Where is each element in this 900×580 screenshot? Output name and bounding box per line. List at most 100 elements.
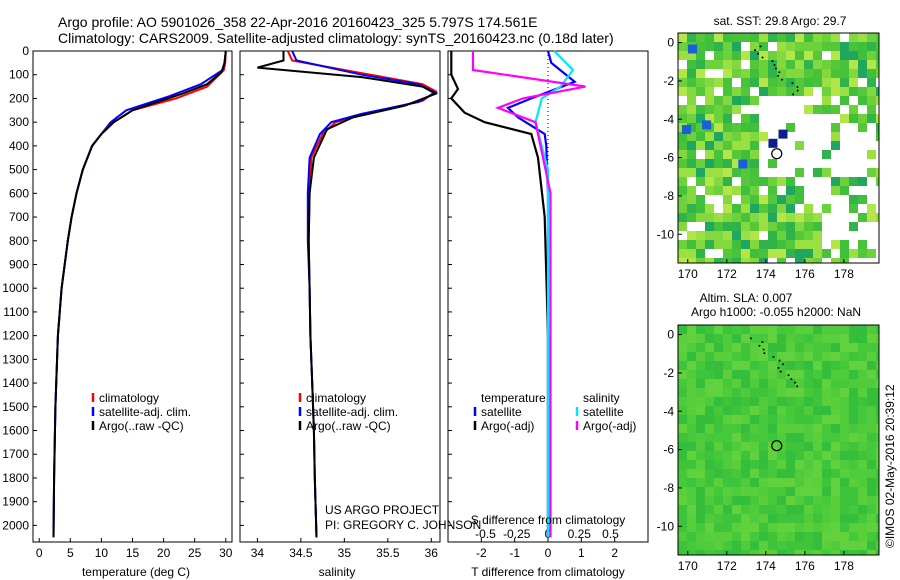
map-cell (777, 541, 786, 550)
map-cell (723, 370, 732, 379)
map-cell (678, 343, 687, 352)
sst-map-title: sat. SST: 29.8 Argo: 29.7 (714, 14, 847, 28)
map-cell (723, 406, 732, 415)
map-cell (867, 352, 876, 361)
map-cell (867, 213, 876, 222)
map-cell (813, 240, 822, 249)
map-cell (750, 352, 759, 361)
map-cell (786, 33, 795, 42)
series-line-salinity-argo--adj- (471, 51, 586, 538)
map-cell (696, 469, 705, 478)
map-cell (732, 352, 741, 361)
sla-map-title-1: Altim. SLA: 0.007 (700, 291, 793, 305)
map-cell (867, 505, 876, 514)
map-cell (849, 204, 858, 213)
map-cell (822, 397, 831, 406)
map-cell (867, 478, 876, 487)
map-cell (858, 388, 867, 397)
map-cell (831, 469, 840, 478)
map-cell (678, 325, 687, 334)
y-tick-label: -8 (663, 481, 674, 495)
map-cell (705, 150, 714, 159)
map-cell (678, 433, 687, 442)
map-cell (858, 114, 867, 123)
map-cell (804, 442, 813, 451)
map-cell (849, 78, 858, 87)
map-cell (687, 442, 696, 451)
map-cell (813, 60, 822, 69)
map-cell (678, 541, 687, 550)
map-cell (867, 51, 876, 60)
map-cell (768, 406, 777, 415)
map-cell (732, 406, 741, 415)
map-cell (696, 451, 705, 460)
map-cell (849, 370, 858, 379)
map-cell (858, 123, 867, 132)
map-cell (849, 87, 858, 96)
map-cell (849, 478, 858, 487)
map-cell (705, 204, 714, 213)
map-cell (714, 150, 723, 159)
map-cell (678, 388, 687, 397)
map-cell (849, 334, 858, 343)
map-cell (867, 33, 876, 42)
map-cell (768, 505, 777, 514)
map-cell (732, 249, 741, 258)
map-cell (750, 204, 759, 213)
map-cell (804, 505, 813, 514)
map-cell (741, 51, 750, 60)
map-cell (804, 325, 813, 334)
map-cell (750, 397, 759, 406)
map-cell (750, 159, 759, 168)
map-cell (705, 532, 714, 541)
map-cell (804, 105, 813, 114)
map-cell (750, 96, 759, 105)
map-cell (768, 240, 777, 249)
map-cell (678, 42, 687, 51)
map-cell (822, 325, 831, 334)
map-cell (696, 397, 705, 406)
map-cell (723, 240, 732, 249)
map-cell (777, 532, 786, 541)
map-cell (759, 42, 768, 51)
map-cell (777, 87, 786, 96)
map-cell (723, 415, 732, 424)
map-cell (831, 397, 840, 406)
map-cell (696, 532, 705, 541)
map-cell (750, 195, 759, 204)
map-cell (768, 343, 777, 352)
map-cell (768, 222, 777, 231)
map-cell (732, 397, 741, 406)
map-cell (876, 532, 879, 541)
map-cell (678, 460, 687, 469)
map-cell (786, 550, 795, 555)
map-cell (687, 406, 696, 415)
map-cell (759, 258, 768, 263)
map-cell (723, 361, 732, 370)
map-cell (840, 514, 849, 523)
map-cell (705, 159, 714, 168)
map-cell (840, 352, 849, 361)
map-cell (768, 87, 777, 96)
map-cell (714, 550, 723, 555)
map-cell (795, 168, 804, 177)
map-cell (750, 370, 759, 379)
map-cell (723, 51, 732, 60)
map-cell (723, 469, 732, 478)
map-cell (840, 442, 849, 451)
track-dot (757, 52, 760, 55)
map-cell (732, 258, 741, 263)
map-cell (867, 442, 876, 451)
map-cell (741, 87, 750, 96)
salinity-xlabel: salinity (319, 565, 356, 579)
map-cell (678, 442, 687, 451)
map-cell (741, 78, 750, 87)
map-cell (678, 496, 687, 505)
map-cell (840, 397, 849, 406)
map-cell (813, 51, 822, 60)
map-cell (813, 424, 822, 433)
map-cell (867, 105, 876, 114)
map-cell (678, 51, 687, 60)
map-cell (813, 415, 822, 424)
track-dot (778, 359, 781, 362)
